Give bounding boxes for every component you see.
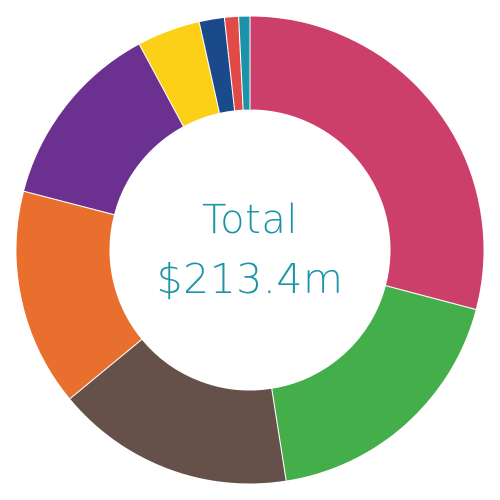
donut-slice-1 [249,15,485,311]
donut-slice-9 [238,15,251,111]
center-title: Total [202,197,298,243]
donut-slice-2 [271,285,477,482]
donut-slice-3 [68,338,287,485]
center-total-value: $213.4m [156,255,344,303]
